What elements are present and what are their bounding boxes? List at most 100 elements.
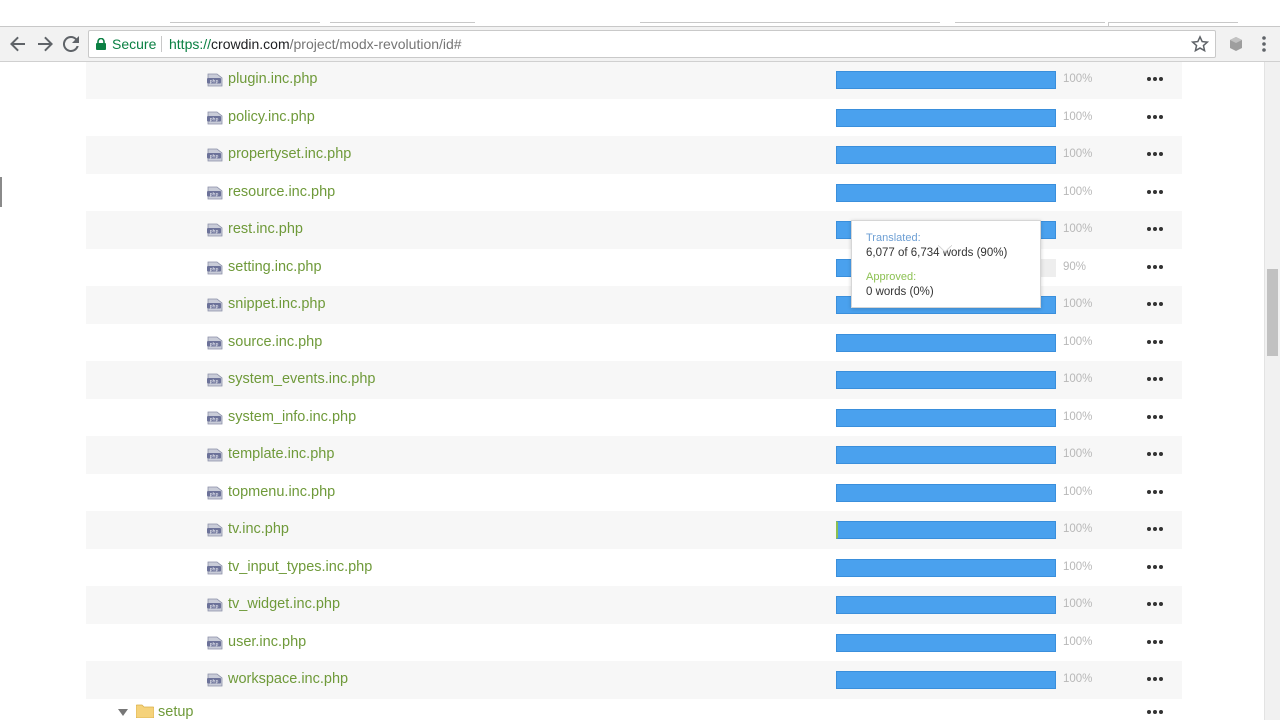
file-name-link[interactable]: snippet.inc.php [228, 296, 326, 312]
svg-text:php: php [210, 603, 219, 609]
progress-bar[interactable] [836, 446, 1056, 464]
progress-bar[interactable] [836, 108, 1056, 127]
more-dots-icon[interactable] [1144, 69, 1166, 89]
file-row[interactable]: php system_info.inc.php 100% [86, 399, 1182, 437]
more-dots-icon[interactable] [1144, 519, 1166, 539]
file-name-link[interactable]: resource.inc.php [228, 183, 336, 200]
lock-icon [96, 38, 106, 50]
file-name-link[interactable]: tv_input_types.inc.php [228, 558, 373, 575]
file-name-link[interactable]: rest.inc.php [228, 221, 303, 237]
forward-button[interactable] [33, 32, 57, 56]
vertical-scrollbar[interactable] [1264, 62, 1280, 720]
scrollbar-thumb[interactable] [1267, 269, 1278, 356]
url-text[interactable]: https://crowdin.com/project/modx-revolut… [169, 31, 462, 57]
more-dots-icon[interactable] [1144, 219, 1166, 239]
reload-button[interactable] [59, 32, 83, 56]
more-dots-icon[interactable] [1144, 444, 1166, 464]
svg-text:php: php [210, 528, 219, 534]
tooltip-arrow [938, 245, 952, 253]
file-row[interactable]: php propertyset.inc.php 100% [86, 136, 1182, 174]
file-name-link[interactable]: setting.inc.php [228, 258, 322, 275]
file-row[interactable]: php tv_input_types.inc.php 100% [86, 549, 1182, 587]
more-dots-icon[interactable] [1144, 294, 1166, 314]
file-row[interactable]: php tv_widget.inc.php 100% [86, 586, 1182, 624]
file-row[interactable]: php policy.inc.php 100% [86, 99, 1182, 137]
progress-bar-fill [836, 596, 1056, 614]
progress-bar[interactable] [836, 633, 1056, 652]
progress-bar[interactable] [836, 146, 1056, 164]
more-dots-icon[interactable] [1144, 482, 1166, 502]
more-dots-icon[interactable] [1144, 669, 1166, 689]
file-name-link[interactable]: system_events.inc.php [228, 371, 376, 387]
more-dots-icon[interactable] [1144, 557, 1166, 577]
progress-bar[interactable] [836, 71, 1056, 89]
file-name-link[interactable]: propertyset.inc.php [228, 146, 352, 162]
progress-bar[interactable] [836, 408, 1056, 427]
file-row[interactable]: php workspace.inc.php 100% [86, 661, 1182, 699]
file-name-link[interactable]: system_info.inc.php [228, 408, 357, 425]
extension-button[interactable] [1224, 32, 1248, 56]
tab-edge[interactable] [640, 22, 940, 27]
progress-percent: 100% [1063, 673, 1093, 685]
expand-arrow-icon[interactable] [118, 708, 128, 716]
file-row[interactable]: php resource.inc.php 100% [86, 174, 1182, 212]
progress-tooltip: Translated: 6,077 of 6,734 words (90%) A… [851, 220, 1041, 308]
security-indicator[interactable]: Secure [96, 31, 156, 57]
progress-percent: 90% [1063, 260, 1087, 273]
more-dots-icon[interactable] [1144, 182, 1166, 202]
tab-edge[interactable] [330, 22, 475, 27]
file-name-link[interactable]: source.inc.php [228, 333, 323, 350]
file-row[interactable]: php source.inc.php 100% [86, 324, 1182, 362]
bookmark-star-button[interactable] [1190, 35, 1210, 53]
progress-percent: 100% [1063, 148, 1093, 160]
browser-menu-button[interactable] [1252, 32, 1276, 56]
progress-bar[interactable] [836, 371, 1056, 389]
file-name-link[interactable]: topmenu.inc.php [228, 483, 336, 500]
progress-bar[interactable] [836, 671, 1056, 689]
file-name-link[interactable]: workspace.inc.php [228, 671, 349, 687]
tooltip-approved-value: 0 words (0%) [866, 286, 934, 298]
file-row[interactable]: php template.inc.php 100% [86, 436, 1182, 474]
folder-row[interactable]: setup [86, 699, 1182, 720]
more-dots-icon[interactable] [1144, 144, 1166, 164]
tab-edge[interactable] [170, 22, 320, 27]
file-row[interactable]: php user.inc.php 100% [86, 624, 1182, 662]
tab-edge[interactable] [1108, 22, 1238, 27]
file-row[interactable]: php system_events.inc.php 100% [86, 361, 1182, 399]
file-name-link[interactable]: plugin.inc.php [228, 71, 318, 87]
progress-bar[interactable] [836, 483, 1056, 502]
file-name-link[interactable]: policy.inc.php [228, 108, 315, 125]
file-name-link[interactable]: user.inc.php [228, 633, 307, 650]
more-dots-icon[interactable] [1144, 257, 1166, 277]
php-file-icon: php [207, 597, 223, 612]
back-button[interactable] [6, 32, 30, 56]
more-dots-icon[interactable] [1144, 332, 1166, 352]
progress-bar[interactable] [836, 596, 1056, 614]
file-row[interactable]: php plugin.inc.php 100% [86, 62, 1182, 99]
address-bar[interactable]: Secure https://crowdin.com/project/modx-… [88, 30, 1216, 58]
more-dots-icon[interactable] [1144, 702, 1166, 720]
more-dots-icon[interactable] [1144, 407, 1166, 427]
folder-name[interactable]: setup [158, 703, 194, 720]
file-name-link[interactable]: tv.inc.php [228, 521, 289, 537]
tab-edge[interactable] [955, 22, 1105, 27]
progress-bar[interactable] [836, 521, 1056, 539]
progress-bar[interactable] [836, 558, 1056, 577]
svg-text:php: php [210, 416, 219, 422]
more-dots-icon[interactable] [1144, 107, 1166, 127]
progress-bar[interactable] [836, 183, 1056, 202]
progress-bar[interactable] [836, 333, 1056, 352]
file-name-link[interactable]: template.inc.php [228, 446, 335, 462]
file-name-link[interactable]: tv_widget.inc.php [228, 596, 341, 612]
tooltip-translated-value: 6,077 of 6,734 words (90%) [866, 247, 1008, 259]
progress-percent: 100% [1063, 298, 1093, 310]
file-row[interactable]: php tv.inc.php 100% [86, 511, 1182, 549]
more-dots-icon[interactable] [1144, 594, 1166, 614]
file-row[interactable]: php topmenu.inc.php 100% [86, 474, 1182, 512]
more-dots-icon[interactable] [1144, 369, 1166, 389]
php-file-icon: php [207, 522, 223, 537]
progress-bar-fill [836, 71, 1056, 89]
more-dots-icon[interactable] [1144, 632, 1166, 652]
svg-text:php: php [210, 78, 219, 84]
svg-text:php: php [210, 153, 219, 159]
